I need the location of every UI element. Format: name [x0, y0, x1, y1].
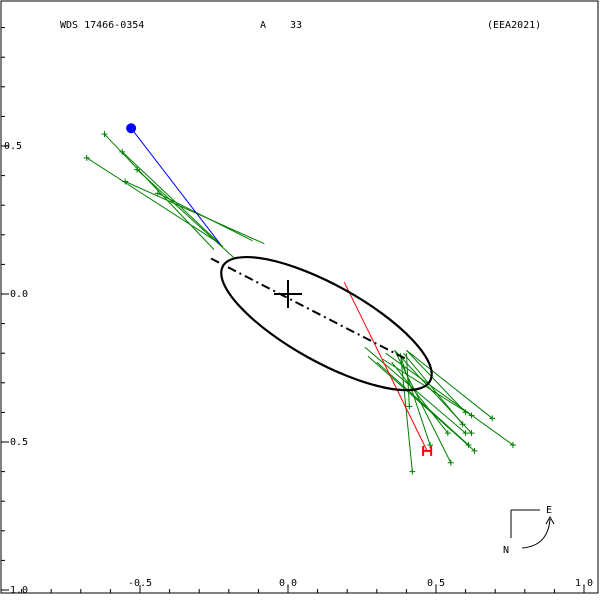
- y-tick-label: -0.5: [4, 437, 28, 448]
- observation-point: [459, 421, 466, 428]
- residual-line: [403, 352, 464, 425]
- line-of-nodes: [210, 257, 407, 361]
- y-tick-label: 0.5: [4, 141, 22, 152]
- observation-point: [468, 412, 475, 419]
- observation-point: [462, 409, 469, 416]
- residual-lines: [86, 127, 514, 472]
- observation-point: [122, 178, 129, 185]
- last-residual-line: [343, 281, 428, 452]
- star-designation: WDS 17466-0354: [60, 20, 144, 31]
- residual-line: [405, 353, 410, 407]
- observation-point: [509, 441, 516, 448]
- component-letter: A: [260, 20, 266, 31]
- x-tick-label: 0.0: [279, 578, 297, 589]
- residual-line: [367, 355, 475, 452]
- observation-point: [119, 148, 126, 155]
- residual-line: [394, 350, 452, 463]
- observation-point: [406, 403, 413, 410]
- observation-point: [83, 154, 90, 161]
- residual-line: [86, 157, 221, 245]
- y-tick-label: -0.0: [4, 289, 28, 300]
- residual-line: [376, 361, 469, 446]
- observation-point: [101, 131, 108, 138]
- observation-point: [468, 430, 475, 437]
- residual-line: [121, 151, 224, 248]
- residual-line: [382, 358, 472, 416]
- compass-east-label: E: [546, 505, 552, 516]
- orbit-ellipse: [220, 255, 433, 392]
- observation-point: [462, 430, 469, 437]
- residual-line: [124, 181, 265, 245]
- y-tick-label: -1.0: [4, 585, 28, 596]
- axes: -0.5 0.0 0.5 1.0 0.5 -0.0 -0.5 -1.0: [1, 27, 593, 596]
- residual-line: [399, 353, 413, 472]
- observation-point: [447, 459, 454, 466]
- observation-point: [134, 166, 141, 173]
- residual-line: [406, 349, 493, 419]
- observation-point: [471, 447, 478, 454]
- residual-line: [157, 192, 253, 242]
- compass-arrow-head: [545, 515, 555, 525]
- residual-line: [391, 361, 449, 434]
- x-tick-label: 1.0: [575, 578, 593, 589]
- last-observation-marker: [422, 445, 433, 456]
- observation-point: [409, 468, 416, 475]
- compass-rotation-arrow: [521, 518, 551, 549]
- observation-markers: [83, 123, 516, 475]
- residual-line: [136, 169, 236, 259]
- orbit-number: 33: [290, 20, 302, 31]
- x-tick-label: -0.5: [128, 578, 152, 589]
- orbit-group: [210, 255, 433, 392]
- observation-point: [444, 430, 451, 437]
- observation-point: [427, 441, 434, 448]
- observation-point: [154, 190, 161, 197]
- observation-point: [489, 415, 496, 422]
- orbit-reference: (EEA2021): [487, 20, 541, 31]
- residual-line: [400, 356, 431, 446]
- x-tick-label: 0.5: [427, 578, 445, 589]
- residual-line: [406, 349, 466, 413]
- first-observation-marker: [126, 123, 137, 134]
- compass: E N: [503, 505, 555, 556]
- first-residual-line: [130, 127, 221, 244]
- compass-north-label: N: [503, 545, 509, 556]
- observation-point: [465, 441, 472, 448]
